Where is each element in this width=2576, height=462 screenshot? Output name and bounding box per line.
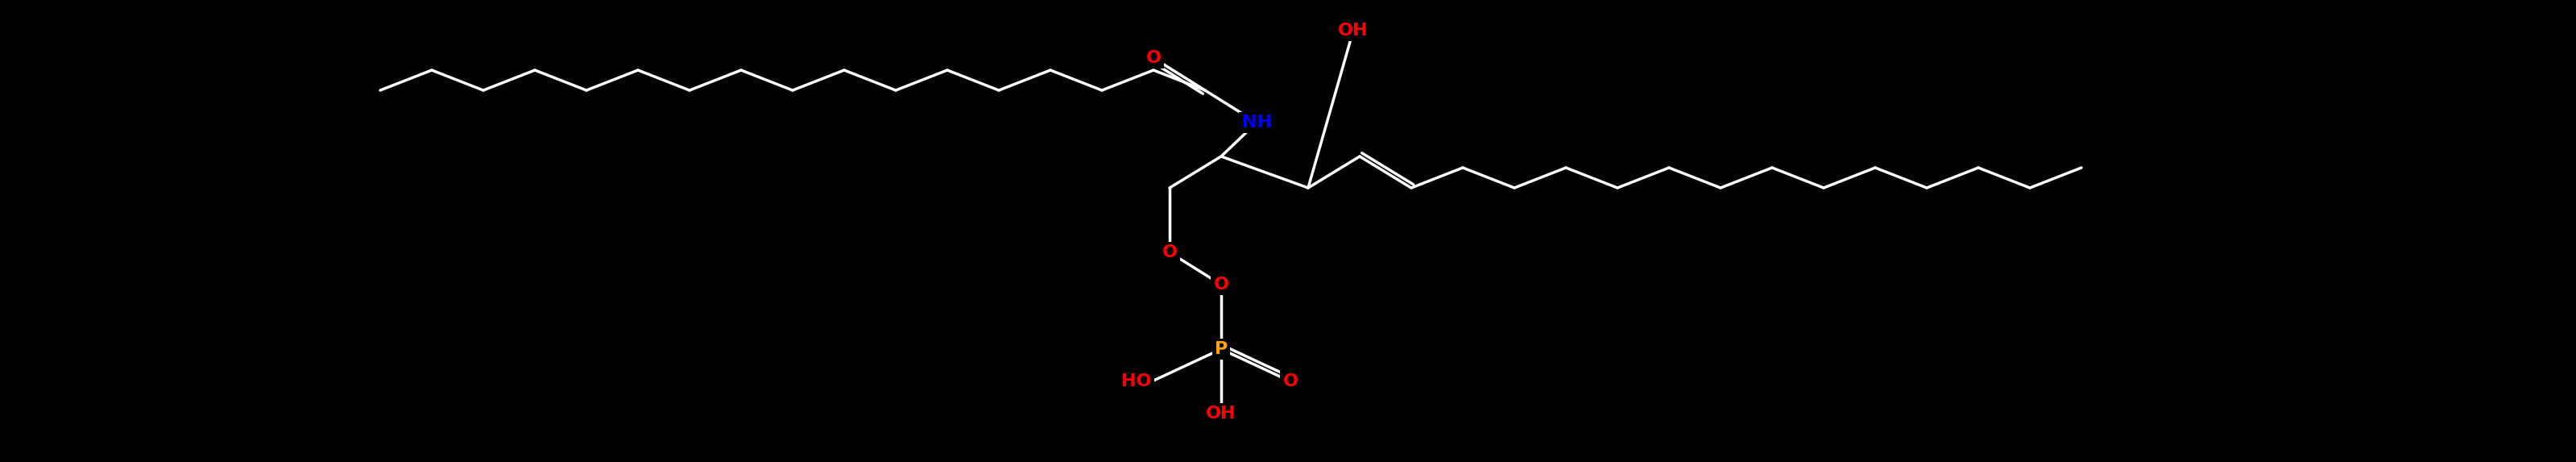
Text: P: P: [1216, 341, 1229, 357]
Text: O: O: [1283, 373, 1298, 389]
Text: NH: NH: [1242, 115, 1273, 131]
Text: OH: OH: [1337, 23, 1368, 39]
Text: HO: HO: [1121, 373, 1151, 389]
Text: O: O: [1162, 244, 1177, 261]
Text: O: O: [1146, 50, 1162, 66]
Text: O: O: [1213, 277, 1229, 293]
Text: OH: OH: [1206, 406, 1236, 422]
